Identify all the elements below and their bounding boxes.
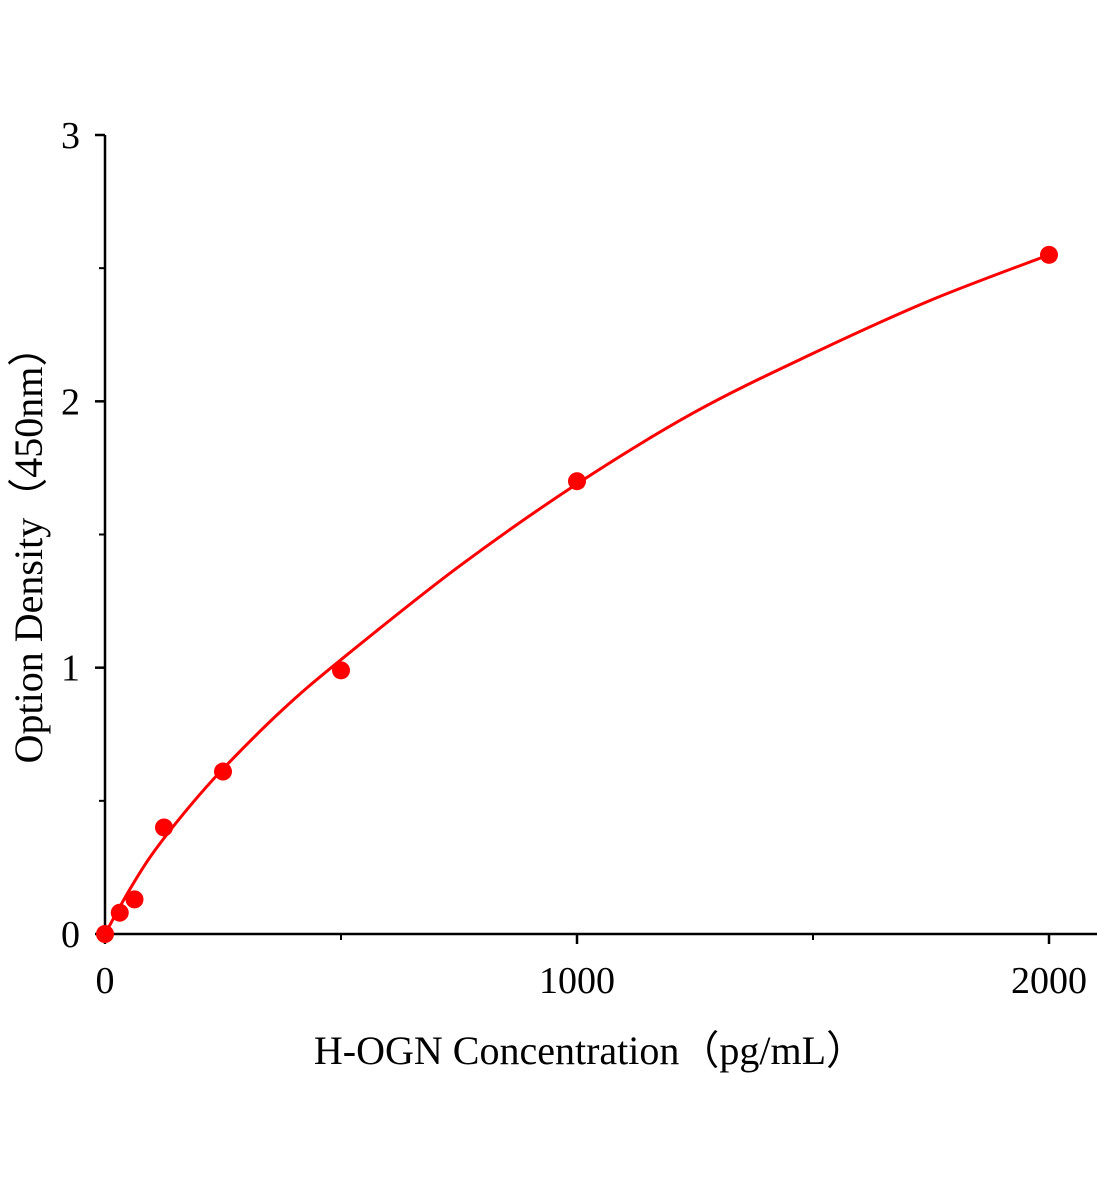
x-tick-label: 1000 xyxy=(539,960,615,1002)
y-axis-label: Option Density（450nm） xyxy=(6,327,51,764)
axes xyxy=(95,133,1097,944)
tick-labels: 0 1000 2000 0 1 2 3 xyxy=(61,115,1087,1002)
x-tick-label: 2000 xyxy=(1011,960,1087,1002)
y-tick-label: 3 xyxy=(61,115,80,157)
fit-curve xyxy=(103,253,1050,935)
data-point xyxy=(214,762,232,781)
data-points xyxy=(96,245,1058,943)
data-point xyxy=(110,903,129,922)
data-point xyxy=(332,661,350,680)
data-point xyxy=(1040,245,1058,264)
data-point xyxy=(96,925,114,943)
data-point xyxy=(155,818,173,837)
y-tick-label: 1 xyxy=(61,648,80,690)
x-axis-label: H-OGN Concentration（pg/mL） xyxy=(314,1028,866,1073)
x-tick-label: 0 xyxy=(96,960,115,1002)
data-point xyxy=(125,890,144,909)
data-point xyxy=(568,472,586,491)
y-tick-label: 0 xyxy=(61,914,80,956)
y-tick-label: 2 xyxy=(61,381,80,423)
